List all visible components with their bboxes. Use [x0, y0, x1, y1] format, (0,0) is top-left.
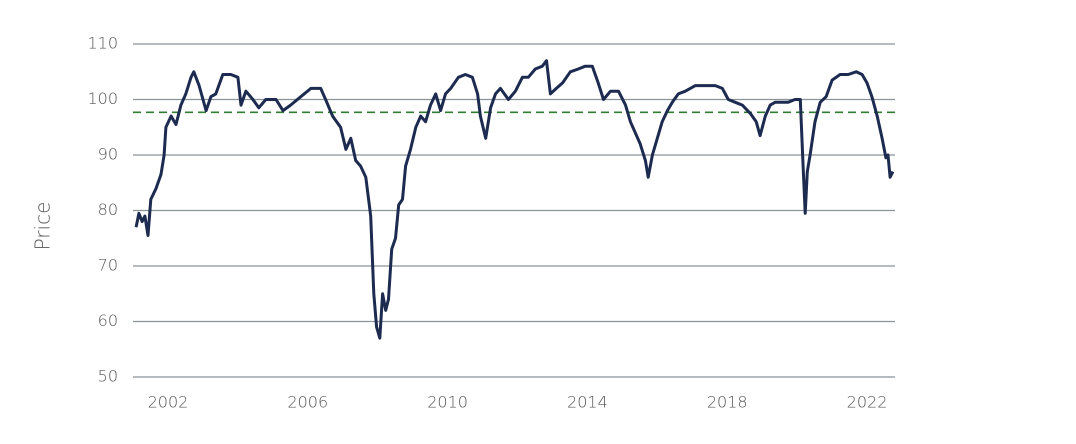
x-tick-label: 2014: [567, 393, 608, 412]
y-tick-label: 90: [98, 145, 118, 164]
y-tick-label: 110: [87, 34, 118, 53]
y-tick-label: 70: [98, 256, 118, 275]
y-tick-label: 100: [87, 89, 118, 108]
y-tick-label: 60: [98, 311, 118, 330]
y-tick-label: 50: [98, 367, 118, 386]
x-tick-label: 2006: [287, 393, 328, 412]
y-axis-label: Price: [31, 202, 55, 251]
price-line: [134, 59, 895, 340]
x-tick-label: 2022: [847, 393, 888, 412]
x-tick-label: 2002: [148, 393, 189, 412]
x-tick-label: 2010: [427, 393, 468, 412]
y-tick-label: 80: [98, 200, 118, 219]
x-tick-label: 2018: [707, 393, 748, 412]
